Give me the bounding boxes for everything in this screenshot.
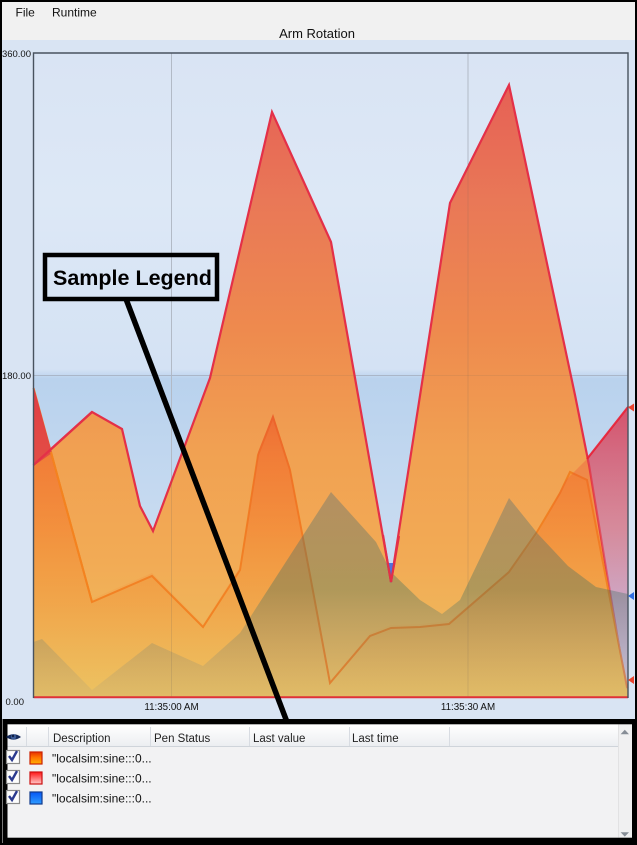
svg-text:"localsim:sine:::0...: "localsim:sine:::0...	[52, 792, 152, 806]
svg-text:Sample Legend: Sample Legend	[53, 266, 212, 290]
svg-text:Last value: Last value	[253, 733, 305, 745]
svg-text:Pen Status: Pen Status	[154, 733, 211, 745]
svg-text:11:35:30 AM: 11:35:30 AM	[441, 702, 495, 713]
svg-text:"localsim:sine:::0...: "localsim:sine:::0...	[52, 752, 152, 766]
svg-text:11:35:00 AM: 11:35:00 AM	[144, 702, 198, 713]
svg-text:180.00: 180.00	[2, 371, 31, 382]
svg-text:Last time: Last time	[352, 733, 399, 745]
svg-text:File: File	[16, 6, 36, 20]
svg-text:Description: Description	[53, 733, 111, 745]
svg-text:"localsim:sine:::0...: "localsim:sine:::0...	[52, 772, 152, 786]
svg-text:Arm Rotation: Arm Rotation	[279, 26, 355, 41]
svg-text:Runtime: Runtime	[52, 6, 97, 20]
svg-text:0.00: 0.00	[6, 697, 25, 708]
svg-text:360.00: 360.00	[2, 49, 31, 60]
